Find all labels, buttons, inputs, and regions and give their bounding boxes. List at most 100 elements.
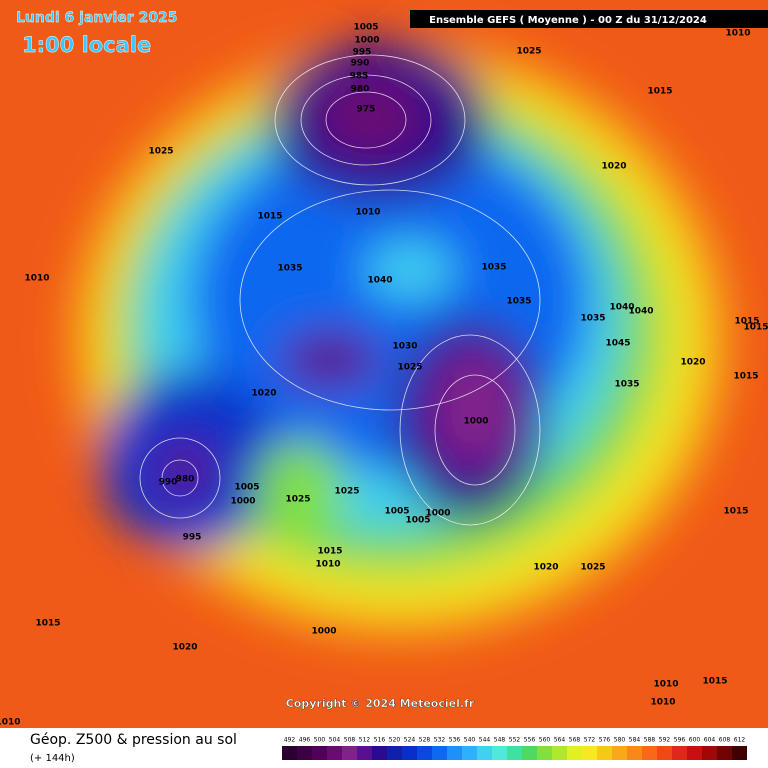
copyright: Copyright © 2024 Meteociel.fr: [286, 697, 475, 710]
isobar-label: 1015: [734, 317, 759, 327]
isobar-label: 1040: [367, 276, 392, 286]
isobar-label: 1035: [580, 314, 605, 324]
scale-label: 552: [509, 737, 521, 744]
run-info: Ensemble GEFS ( Moyenne ) - 00 Z du 31/1…: [429, 15, 707, 26]
scale-swatch: [552, 746, 567, 760]
isobar-label: 1015: [733, 372, 758, 382]
scale-swatch: [387, 746, 402, 760]
isobar-label: 1020: [601, 162, 626, 172]
isobar-label: 980: [351, 85, 370, 95]
scale-swatch: [312, 746, 327, 760]
scale-swatch: [567, 746, 582, 760]
scale-label: 584: [629, 737, 641, 744]
scale-swatch: [537, 746, 552, 760]
isobar-label: 1010: [0, 718, 21, 728]
isobar-label: 1005: [234, 483, 259, 493]
isobar-label: 1020: [533, 563, 558, 573]
isobar-label: 975: [357, 105, 376, 115]
scale-label: 532: [434, 737, 446, 744]
scale-swatch: [597, 746, 612, 760]
isobar-label: 1015: [257, 212, 282, 222]
scale-label: 592: [659, 737, 671, 744]
scale-swatch: [282, 746, 297, 760]
isobar-label: 1025: [516, 47, 541, 57]
isobar-label: 1025: [580, 563, 605, 573]
scale-swatch: [642, 746, 657, 760]
scale-swatch: [657, 746, 672, 760]
time: 1:00 locale: [22, 33, 151, 57]
scale-swatch: [357, 746, 372, 760]
isobar-label: 1035: [506, 297, 531, 307]
isobar-label: 1045: [605, 339, 630, 349]
scale-label: 496: [299, 737, 311, 744]
isobar-label: 1015: [723, 507, 748, 517]
scale-swatch: [447, 746, 462, 760]
isobar-label: 1035: [481, 263, 506, 273]
scale-swatch: [717, 746, 732, 760]
scale-swatch: [342, 746, 357, 760]
scale-label: 572: [584, 737, 596, 744]
isobar-label: 1000: [311, 627, 336, 637]
scale-label: 544: [479, 737, 491, 744]
scale-swatch: [297, 746, 312, 760]
isobar-label: 1015: [743, 323, 768, 333]
isobar-label: 1000: [354, 36, 379, 46]
scale-label: 540: [464, 737, 476, 744]
scale-label: 500: [314, 737, 326, 744]
isobar-label: 1025: [285, 495, 310, 505]
run-banner: [410, 10, 768, 28]
isobar-label: 1010: [653, 680, 678, 690]
isobar-label: 1015: [702, 677, 727, 687]
scale-label: 524: [404, 737, 416, 744]
isobar-label: 1010: [650, 698, 675, 708]
scale-label: 576: [599, 737, 611, 744]
isobar-label: 1025: [397, 363, 422, 373]
scale-swatch: [612, 746, 627, 760]
scale-label: 548: [494, 737, 506, 744]
scale-swatch: [432, 746, 447, 760]
scale-label: 504: [329, 737, 341, 744]
scale-swatch: [402, 746, 417, 760]
isobar-label: 1005: [405, 516, 430, 526]
date: Lundi 6 janvier 2025: [16, 10, 178, 26]
scale-label: 512: [359, 737, 371, 744]
scale-swatch: [672, 746, 687, 760]
scale-label: 528: [419, 737, 431, 744]
scale-label: 516: [374, 737, 386, 744]
scale-swatch: [462, 746, 477, 760]
isobar-label: 1035: [614, 380, 639, 390]
scale-label: 604: [704, 737, 716, 744]
scale-swatch: [477, 746, 492, 760]
isobar-label: 995: [353, 48, 372, 58]
isobar-label: 1025: [148, 147, 173, 157]
scale-label: 564: [554, 737, 566, 744]
scale-swatch: [492, 746, 507, 760]
isobar-label: 1020: [680, 358, 705, 368]
scale-label: 588: [644, 737, 656, 744]
isobar-label: 1030: [392, 342, 417, 352]
isobar-label: 1040: [628, 307, 653, 317]
isobar-label: 985: [350, 72, 369, 82]
scale-label: 560: [539, 737, 551, 744]
scale-label: 612: [734, 737, 746, 744]
isobar-label: 990: [351, 59, 370, 69]
isobar-label: 1040: [609, 303, 634, 313]
isobar-label: 1015: [647, 87, 672, 97]
isobar-label: 980: [176, 475, 195, 485]
isobar-label: 1010: [315, 560, 340, 570]
scale-swatch: [687, 746, 702, 760]
scale-label: 520: [389, 737, 401, 744]
field: [0, 0, 768, 728]
scale-swatch: [327, 746, 342, 760]
isobar-label: 1005: [384, 507, 409, 517]
isobar-label: 1010: [355, 208, 380, 218]
scale-label: 600: [689, 737, 701, 744]
isobar-label: 1000: [425, 509, 450, 519]
isobar-label: 1000: [463, 417, 488, 427]
scale-swatch: [702, 746, 717, 760]
scale-label: 536: [449, 737, 461, 744]
scale-label: 580: [614, 737, 626, 744]
isobar-label: 1010: [725, 29, 750, 39]
